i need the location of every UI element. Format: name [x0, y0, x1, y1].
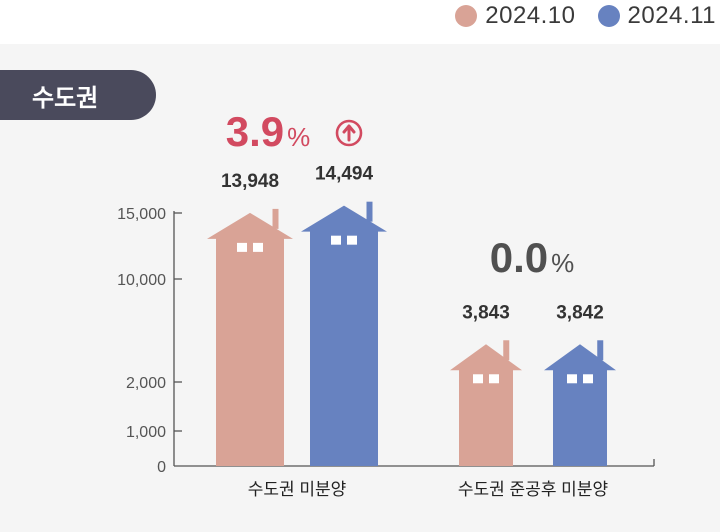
category-label: 수도권 미분양 — [248, 480, 347, 499]
y-tick-label: 15,000 — [117, 206, 166, 223]
bar-body — [450, 344, 522, 466]
change-value: 3.9% — [226, 108, 311, 155]
bar-chimney — [597, 340, 604, 361]
data-label: 13,948 — [221, 171, 279, 192]
legend-label-oct: 2024.10 — [485, 2, 576, 29]
bar-window — [331, 235, 341, 245]
up-arrow-icon — [335, 119, 363, 147]
y-tick-label: 0 — [157, 459, 166, 476]
legend-swatch-nov — [597, 5, 620, 27]
up-arrow-circle — [335, 119, 363, 147]
y-tick-label: 1,000 — [126, 424, 166, 441]
bar-house — [207, 208, 293, 466]
legend-item-nov: 2024.11 — [597, 2, 716, 30]
category-label: 수도권 준공후 미분양 — [458, 480, 608, 499]
bar-house — [301, 201, 387, 466]
bar-body — [544, 344, 616, 466]
change-number: 3.9 — [226, 108, 284, 155]
bar-window — [237, 242, 247, 252]
bar-chimney — [366, 201, 373, 222]
legend: 2024.10 2024.11 — [455, 0, 716, 32]
change-unit: % — [551, 248, 574, 278]
bar-chimney — [272, 208, 279, 229]
region-tag-label: 수도권 — [32, 84, 99, 112]
bar-window — [583, 374, 593, 384]
up-arrow-glyph — [342, 124, 356, 142]
change-value: 0.0% — [490, 234, 575, 281]
bar-window — [253, 242, 263, 252]
bar-chimney — [503, 340, 510, 361]
change-indicator: 3.9% — [226, 108, 363, 155]
y-tick-label: 10,000 — [117, 272, 166, 289]
bar-window — [473, 374, 483, 384]
bar-house — [544, 340, 616, 466]
change-indicator: 0.0% — [490, 234, 575, 281]
change-number: 0.0 — [490, 234, 548, 281]
data-label: 14,494 — [315, 164, 374, 185]
y-tick-label: 2,000 — [126, 375, 166, 392]
data-label: 3,843 — [462, 302, 510, 323]
bar-body — [301, 205, 387, 466]
bar-window — [347, 235, 357, 245]
bar-house — [450, 340, 522, 466]
bar-body — [207, 212, 293, 466]
bar-window — [567, 374, 577, 384]
legend-swatch-oct — [455, 5, 478, 27]
region-tag: 수도권 — [0, 70, 156, 120]
data-label: 3,842 — [556, 302, 604, 323]
legend-item-oct: 2024.10 — [455, 2, 575, 30]
bar-window — [489, 374, 499, 384]
legend-label-nov: 2024.11 — [627, 2, 716, 29]
change-unit: % — [287, 122, 310, 152]
